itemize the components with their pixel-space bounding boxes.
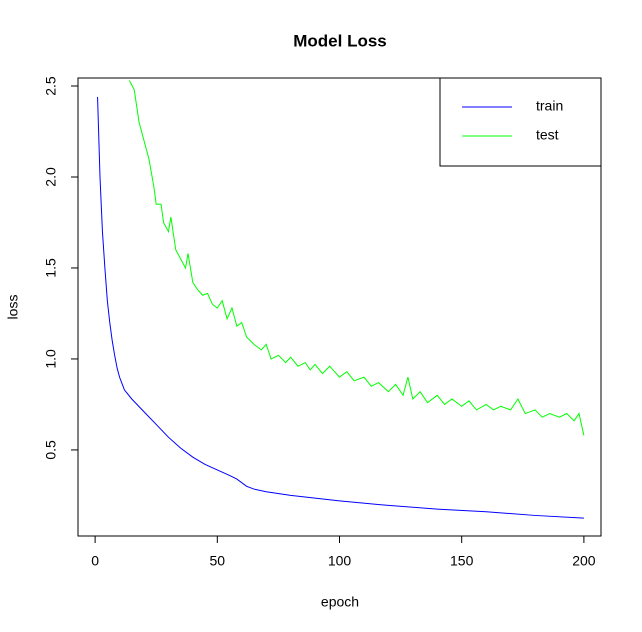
line <box>128 80 585 436</box>
y-tick-label: 1.0 <box>43 349 59 369</box>
x-tick-label: 150 <box>450 553 474 569</box>
legend-label: train <box>536 98 563 114</box>
chart-title: Model Loss <box>293 31 387 50</box>
legend-label: test <box>536 127 559 143</box>
x-tick-label: 100 <box>328 553 352 569</box>
y-tick-label: 1.5 <box>43 258 59 278</box>
y-tick-label: 0.5 <box>43 440 59 460</box>
y-axis-label: loss <box>5 295 21 320</box>
y-tick-label: 2.0 <box>43 167 59 187</box>
x-tick-label: 200 <box>572 553 596 569</box>
y-tick-label: 2.5 <box>43 76 59 96</box>
x-tick-label: 0 <box>91 553 99 569</box>
line <box>97 96 584 519</box>
x-tick-label: 50 <box>210 553 226 569</box>
x-axis-label: epoch <box>321 594 359 610</box>
legend-box <box>439 77 602 167</box>
